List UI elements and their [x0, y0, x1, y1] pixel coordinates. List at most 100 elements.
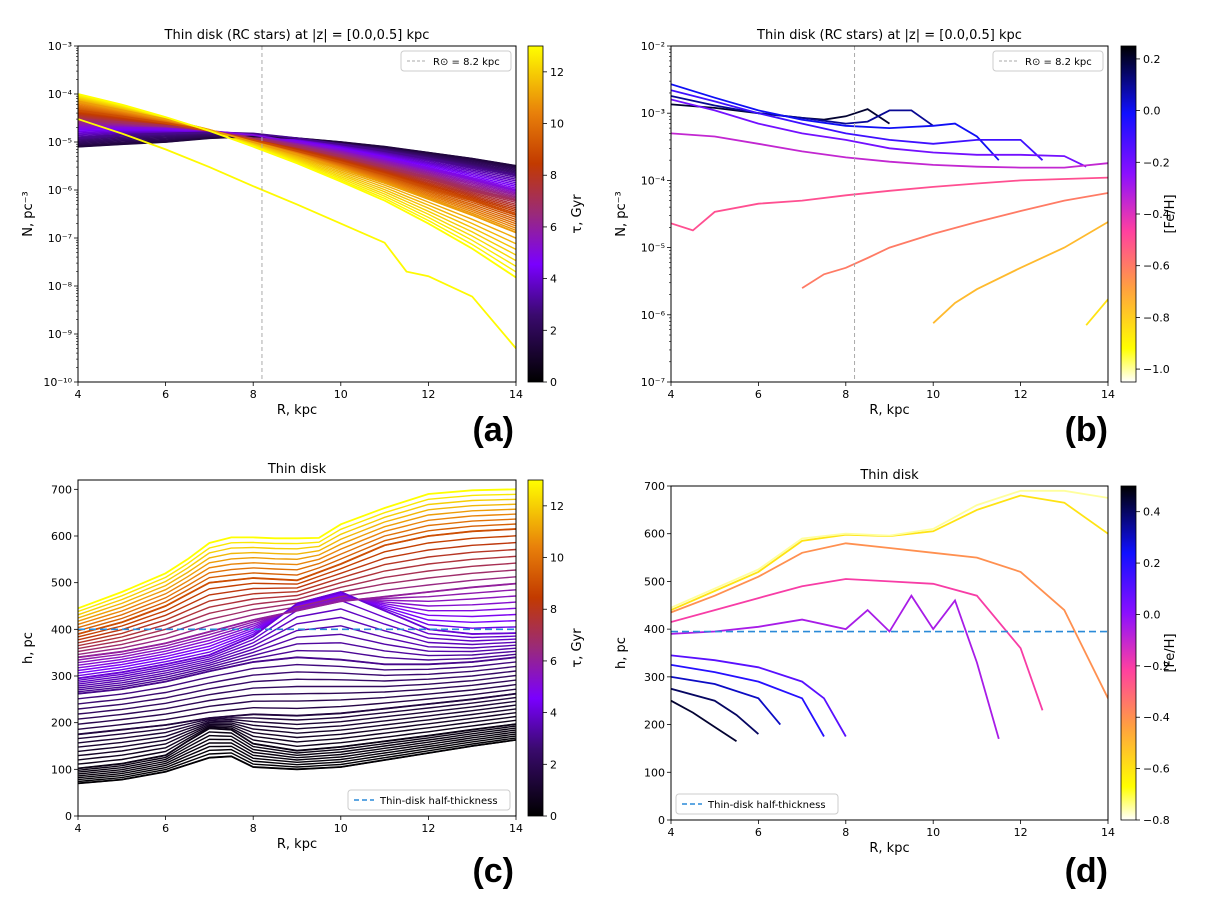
x-tick-label: 8	[250, 822, 257, 835]
colorbar-tick-label: 0	[550, 376, 557, 389]
panel-letter: (b)	[1065, 411, 1108, 449]
y-tick-label: 10⁻⁴	[48, 88, 73, 101]
colorbar-tick-label: 4	[550, 273, 557, 286]
x-tick-label: 6	[162, 822, 169, 835]
panel-b: Thin disk (RC stars) at |z| = [0.0,0.5] …	[614, 28, 1178, 449]
colorbar-tick-label: −0.4	[1143, 711, 1170, 724]
series-line	[671, 98, 1087, 168]
y-tick-label: 600	[644, 528, 665, 541]
series-line	[78, 582, 516, 659]
x-axis-label: R, kpc	[277, 403, 317, 418]
x-tick-label: 10	[926, 388, 940, 401]
series-line	[78, 656, 516, 695]
colorbar: 0.2 0.0 −0.2 −0.4 −0.6 −0.8 −1.0 [Fe/H]	[1120, 45, 1178, 383]
series-line	[671, 676, 781, 726]
colorbar-gradient	[1120, 45, 1137, 383]
x-tick-label: 6	[162, 388, 169, 401]
y-axis-label: h, pc	[614, 637, 629, 669]
y-tick-label: 0	[658, 814, 665, 827]
series-line	[78, 548, 516, 644]
x-tick-label: 14	[1101, 826, 1115, 839]
series-line	[78, 649, 516, 693]
legend-label: Thin-disk half-thickness	[707, 800, 826, 811]
series-line	[671, 95, 934, 127]
legend-label: R⊙ = 8.2 kpc	[1025, 57, 1092, 68]
series-line	[671, 132, 1108, 169]
x-tick-label: 4	[75, 388, 82, 401]
legend: Thin-disk half-thickness	[347, 789, 511, 811]
series-line	[78, 616, 516, 685]
series-line	[78, 719, 516, 765]
y-tick-label: 200	[644, 719, 665, 732]
series-line	[78, 126, 516, 191]
series-line	[78, 737, 516, 783]
series-line	[78, 725, 516, 771]
series-line	[78, 735, 516, 781]
y-tick-label: 10⁻⁵	[48, 136, 72, 149]
colorbar-tick-label: −0.6	[1143, 763, 1170, 776]
colorbar-label: [Fe/H]	[1163, 633, 1178, 672]
colorbar-tick-label: −0.2	[1143, 156, 1170, 169]
colorbar-tick-label: 8	[550, 603, 557, 616]
y-tick-label: 10⁻⁷	[48, 232, 72, 245]
series-group	[78, 488, 516, 785]
chart-title: Thin disk	[859, 468, 919, 483]
series-line	[78, 625, 516, 687]
series-line	[671, 687, 759, 735]
y-tick-label: 100	[644, 766, 665, 779]
y-axis-label: N, pc⁻³	[21, 191, 36, 236]
y-tick-label: 200	[51, 717, 72, 730]
series-line	[78, 576, 516, 656]
y-tick-label: 10⁻²	[641, 40, 665, 53]
legend-box	[400, 50, 512, 72]
series-line	[78, 498, 516, 616]
colorbar-tick-label: 2	[550, 324, 557, 337]
x-tick-label: 6	[755, 388, 762, 401]
series-line	[78, 118, 516, 349]
legend-box	[992, 50, 1104, 72]
chart-title: Thin disk	[267, 462, 327, 477]
series-line	[78, 535, 516, 638]
x-tick-label: 4	[668, 826, 675, 839]
y-tick-label: 300	[51, 670, 72, 683]
series-line	[671, 83, 1000, 161]
colorbar-tick-label: 6	[550, 221, 557, 234]
series-line	[1085, 298, 1108, 326]
legend: Thin-disk half-thickness	[675, 793, 839, 815]
colorbar-label: τ, Gyr	[570, 628, 585, 668]
panel-letter: (d)	[1065, 852, 1108, 890]
series-line	[78, 493, 516, 613]
series-line	[78, 513, 516, 626]
y-tick-label: 10⁻⁹	[48, 328, 72, 341]
colorbar-tick-label: −0.4	[1143, 208, 1170, 221]
colorbar-gradient	[527, 45, 544, 383]
series-line	[78, 562, 516, 650]
y-tick-label: 0	[65, 810, 72, 823]
x-axis-label: R, kpc	[869, 403, 909, 418]
series-line	[78, 733, 516, 779]
legend-label: Thin-disk half-thickness	[379, 796, 498, 807]
series-line	[78, 508, 516, 622]
y-tick-label: 10⁻⁷	[641, 376, 665, 389]
colorbar: 0.4 0.2 0.0 −0.2 −0.4 −0.6 −0.8 [Fe/H]	[1120, 485, 1178, 827]
series-line	[78, 729, 516, 775]
x-tick-label: 8	[842, 826, 849, 839]
colorbar-tick-label: 0	[550, 810, 557, 823]
series-line	[78, 731, 516, 777]
series-line	[78, 700, 516, 744]
series-line	[78, 642, 516, 691]
series-line	[78, 595, 516, 664]
series-line	[78, 688, 516, 730]
y-tick-label: 10⁻⁶	[641, 309, 666, 322]
x-tick-label: 14	[509, 388, 523, 401]
y-tick-label: 400	[644, 623, 665, 636]
legend-label: R⊙ = 8.2 kpc	[433, 57, 500, 68]
series-line	[932, 221, 1108, 324]
panel-letter: (c)	[472, 852, 514, 890]
series-line	[671, 542, 1108, 699]
legend: R⊙ = 8.2 kpc	[992, 50, 1104, 72]
plot-frame	[77, 479, 517, 817]
series-line	[671, 176, 1108, 232]
y-tick-label: 700	[51, 483, 72, 496]
series-line	[671, 494, 1108, 611]
